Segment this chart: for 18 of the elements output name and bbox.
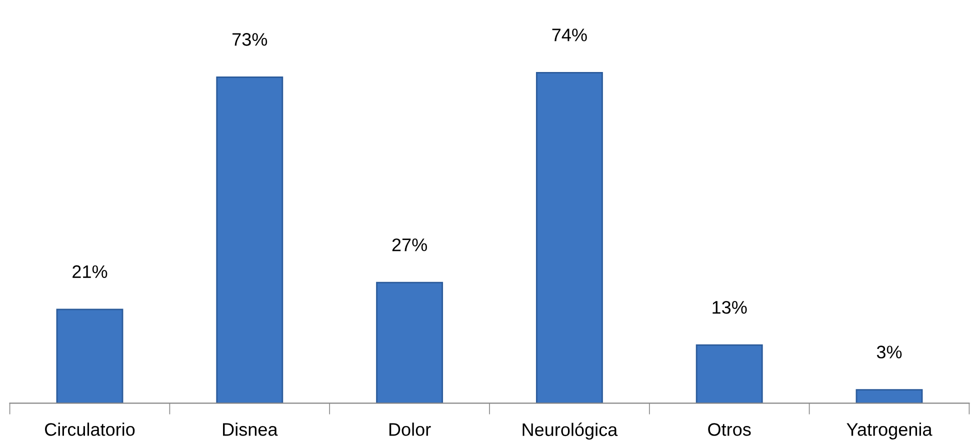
bar [856,389,923,404]
x-tick-label: Neurológica [522,422,618,440]
x-tick-label: Otros [708,423,751,436]
x-tick-label: Circulatorio [45,422,135,436]
data-label: 3% [876,346,902,358]
bar [376,282,444,404]
x-tick-label: Yatrogenia [846,422,932,440]
data-label: 27% [392,238,427,252]
data-label: 21% [72,265,108,278]
x-tick-label: Dolor [389,422,431,436]
data-label: 74% [552,28,587,42]
bar [536,72,603,404]
bar [56,308,124,404]
bar [216,76,284,404]
bar [696,344,763,404]
data-label: 73% [232,33,268,46]
x-tick-label: Disnea [223,422,278,436]
data-label: 13% [712,300,747,314]
